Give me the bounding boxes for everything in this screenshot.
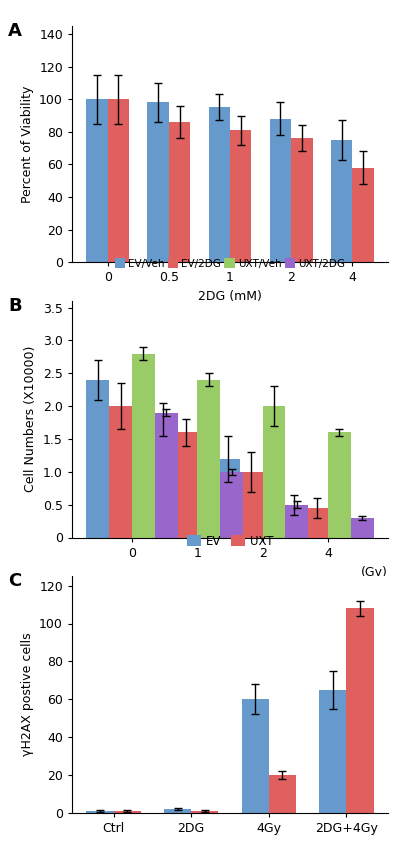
Bar (86, 99, 108, 262)
Bar (331, 140, 352, 262)
Bar (242, 699, 269, 813)
Bar (351, 518, 374, 538)
Text: (Gy): (Gy) (361, 566, 388, 579)
Bar (240, 472, 263, 538)
Bar (270, 119, 291, 262)
Bar (174, 433, 197, 538)
Bar (191, 811, 218, 813)
Bar (164, 809, 191, 813)
Bar (328, 433, 351, 538)
Bar (346, 608, 374, 813)
Bar (291, 138, 312, 262)
Legend: EV/Veh, EV/2DG, UXT/Veh, UXT/2DG: EV/Veh, EV/2DG, UXT/Veh, UXT/2DG (110, 255, 350, 273)
Bar (220, 472, 243, 538)
Bar (305, 508, 328, 538)
Legend: EV, UXT: EV, UXT (182, 0, 278, 2)
X-axis label: 2DG (mM): 2DG (mM) (198, 290, 262, 303)
Bar (109, 406, 132, 538)
Text: C: C (8, 572, 21, 590)
Legend: EV, UXT: EV, UXT (182, 530, 278, 552)
Bar (197, 380, 220, 538)
Bar (230, 130, 251, 262)
Bar (86, 811, 114, 813)
Bar (108, 99, 129, 262)
Bar (263, 406, 286, 538)
Text: B: B (8, 297, 22, 315)
Bar (282, 505, 305, 538)
Bar (209, 108, 230, 262)
Y-axis label: γH2AX postive cells: γH2AX postive cells (20, 633, 34, 756)
Bar (169, 122, 190, 262)
Bar (217, 458, 240, 538)
Y-axis label: Percent of Viability: Percent of Viability (20, 85, 34, 203)
Text: A: A (8, 22, 22, 40)
Bar (286, 505, 308, 538)
Bar (114, 811, 141, 813)
Bar (132, 353, 155, 538)
Bar (152, 420, 174, 538)
Bar (269, 775, 296, 813)
Y-axis label: Cell Numbers (X10000): Cell Numbers (X10000) (24, 346, 38, 493)
Bar (86, 380, 109, 538)
Bar (148, 102, 169, 262)
Bar (352, 168, 374, 262)
Bar (155, 413, 178, 538)
Bar (319, 690, 346, 813)
